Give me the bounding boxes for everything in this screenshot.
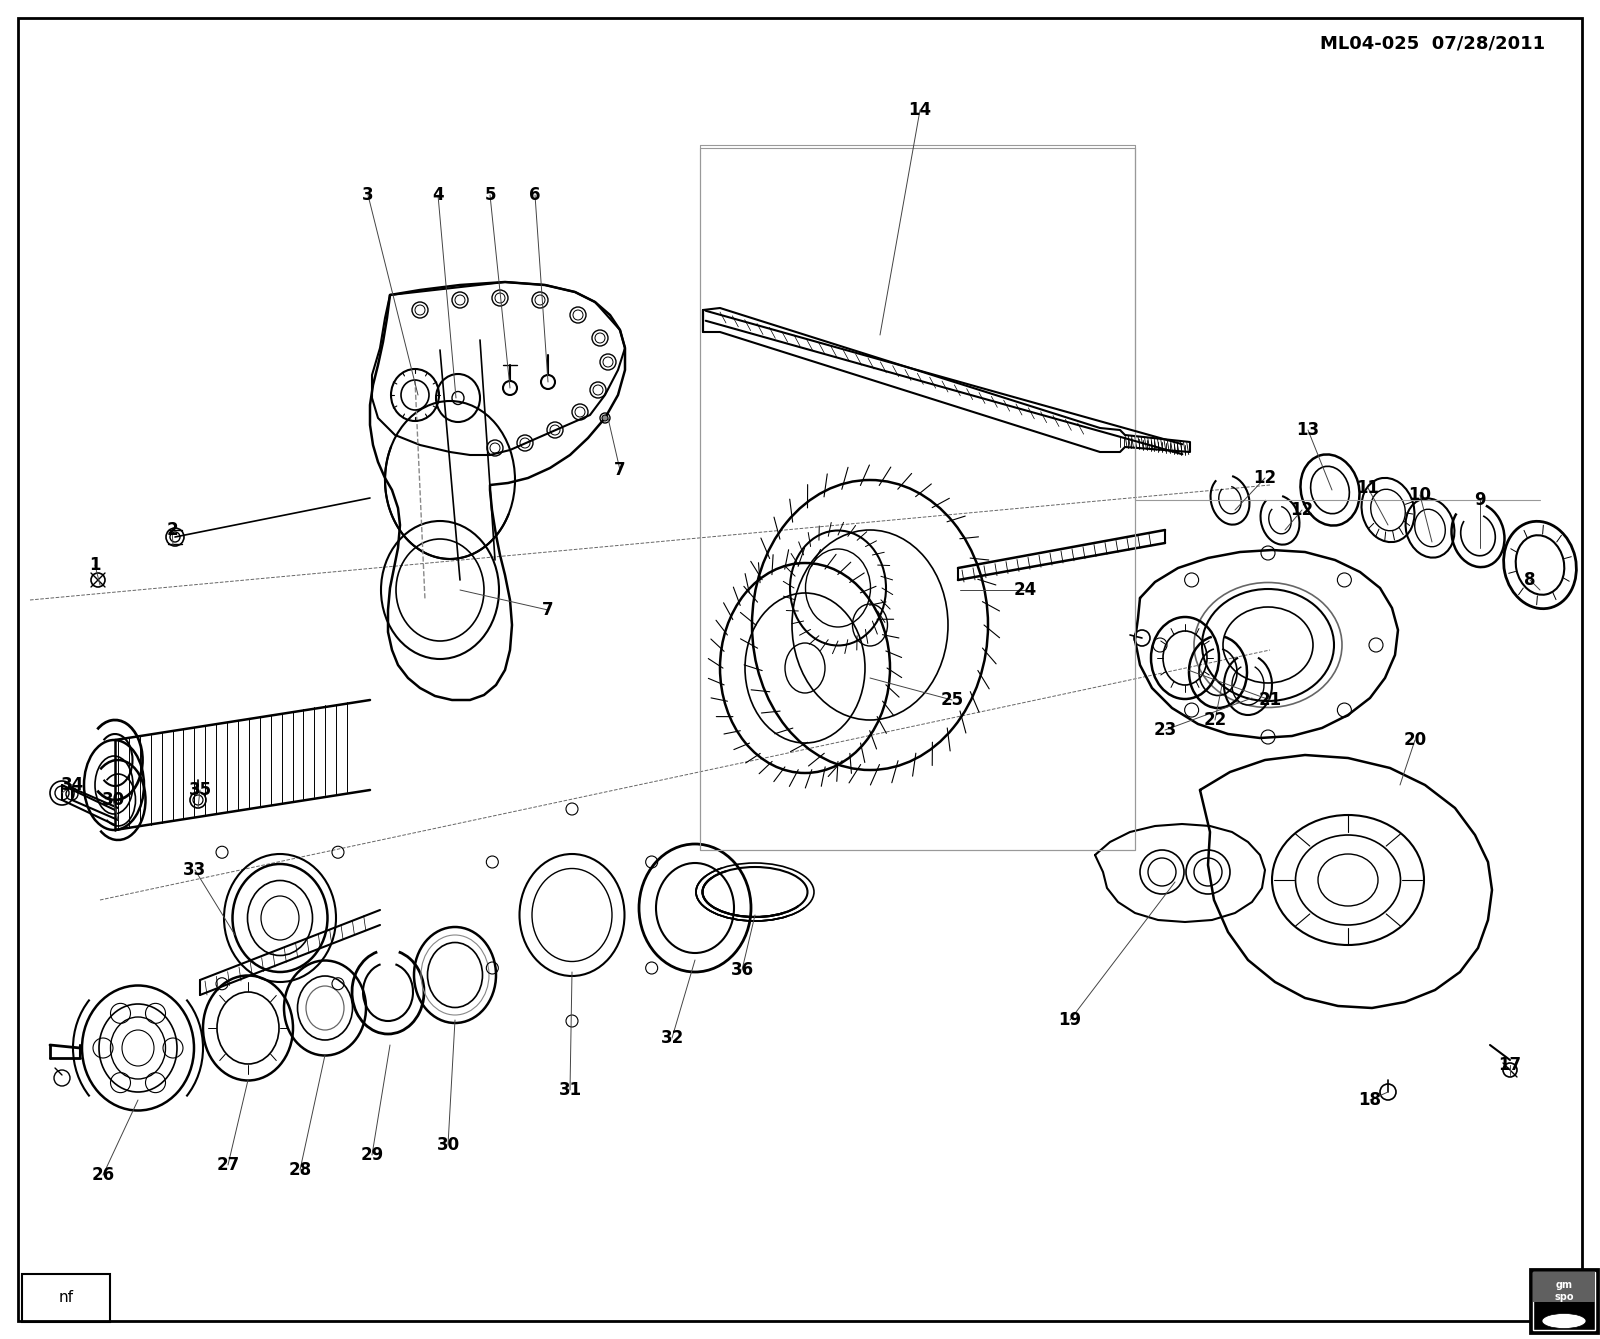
Text: gm
spo: gm spo xyxy=(1554,1280,1574,1302)
Text: 21: 21 xyxy=(1259,691,1282,708)
Text: 32: 32 xyxy=(661,1028,683,1047)
Text: 30: 30 xyxy=(101,791,125,809)
Bar xyxy=(1533,1272,1595,1302)
Text: 34: 34 xyxy=(61,777,83,794)
Text: 2: 2 xyxy=(166,521,178,540)
Text: nf: nf xyxy=(59,1291,74,1306)
Text: 12: 12 xyxy=(1291,501,1314,520)
Text: 14: 14 xyxy=(909,100,931,119)
Text: 13: 13 xyxy=(1296,420,1320,439)
Text: 12: 12 xyxy=(1253,469,1277,487)
Text: 8: 8 xyxy=(1525,570,1536,589)
Text: 19: 19 xyxy=(1059,1011,1082,1028)
Text: 5: 5 xyxy=(485,186,496,204)
Bar xyxy=(1533,1272,1595,1330)
Text: ML04-025  07/28/2011: ML04-025 07/28/2011 xyxy=(1320,35,1546,54)
Text: 10: 10 xyxy=(1408,486,1432,503)
Text: 27: 27 xyxy=(216,1156,240,1174)
Text: 25: 25 xyxy=(941,691,963,708)
Text: 11: 11 xyxy=(1357,479,1379,497)
Text: 28: 28 xyxy=(288,1161,312,1180)
Text: 24: 24 xyxy=(1013,581,1037,599)
Text: 3: 3 xyxy=(362,186,374,204)
Text: 22: 22 xyxy=(1203,711,1227,728)
Text: 7: 7 xyxy=(542,601,554,619)
Text: 31: 31 xyxy=(558,1081,581,1099)
Text: 4: 4 xyxy=(432,186,443,204)
Bar xyxy=(22,1273,110,1322)
Text: 33: 33 xyxy=(184,861,206,878)
Text: 36: 36 xyxy=(731,961,754,979)
Text: 20: 20 xyxy=(1403,731,1427,749)
Ellipse shape xyxy=(1542,1314,1586,1328)
Text: 26: 26 xyxy=(91,1166,115,1184)
Text: 7: 7 xyxy=(614,461,626,479)
Text: 18: 18 xyxy=(1358,1091,1381,1109)
Circle shape xyxy=(602,415,608,420)
Text: 1: 1 xyxy=(90,556,101,574)
Text: 17: 17 xyxy=(1499,1056,1522,1074)
Bar xyxy=(1530,1269,1598,1334)
Text: 29: 29 xyxy=(360,1146,384,1164)
Text: 9: 9 xyxy=(1474,491,1486,509)
Text: 6: 6 xyxy=(530,186,541,204)
Text: 30: 30 xyxy=(437,1135,459,1154)
Text: 35: 35 xyxy=(189,781,211,799)
Text: 23: 23 xyxy=(1154,720,1176,739)
